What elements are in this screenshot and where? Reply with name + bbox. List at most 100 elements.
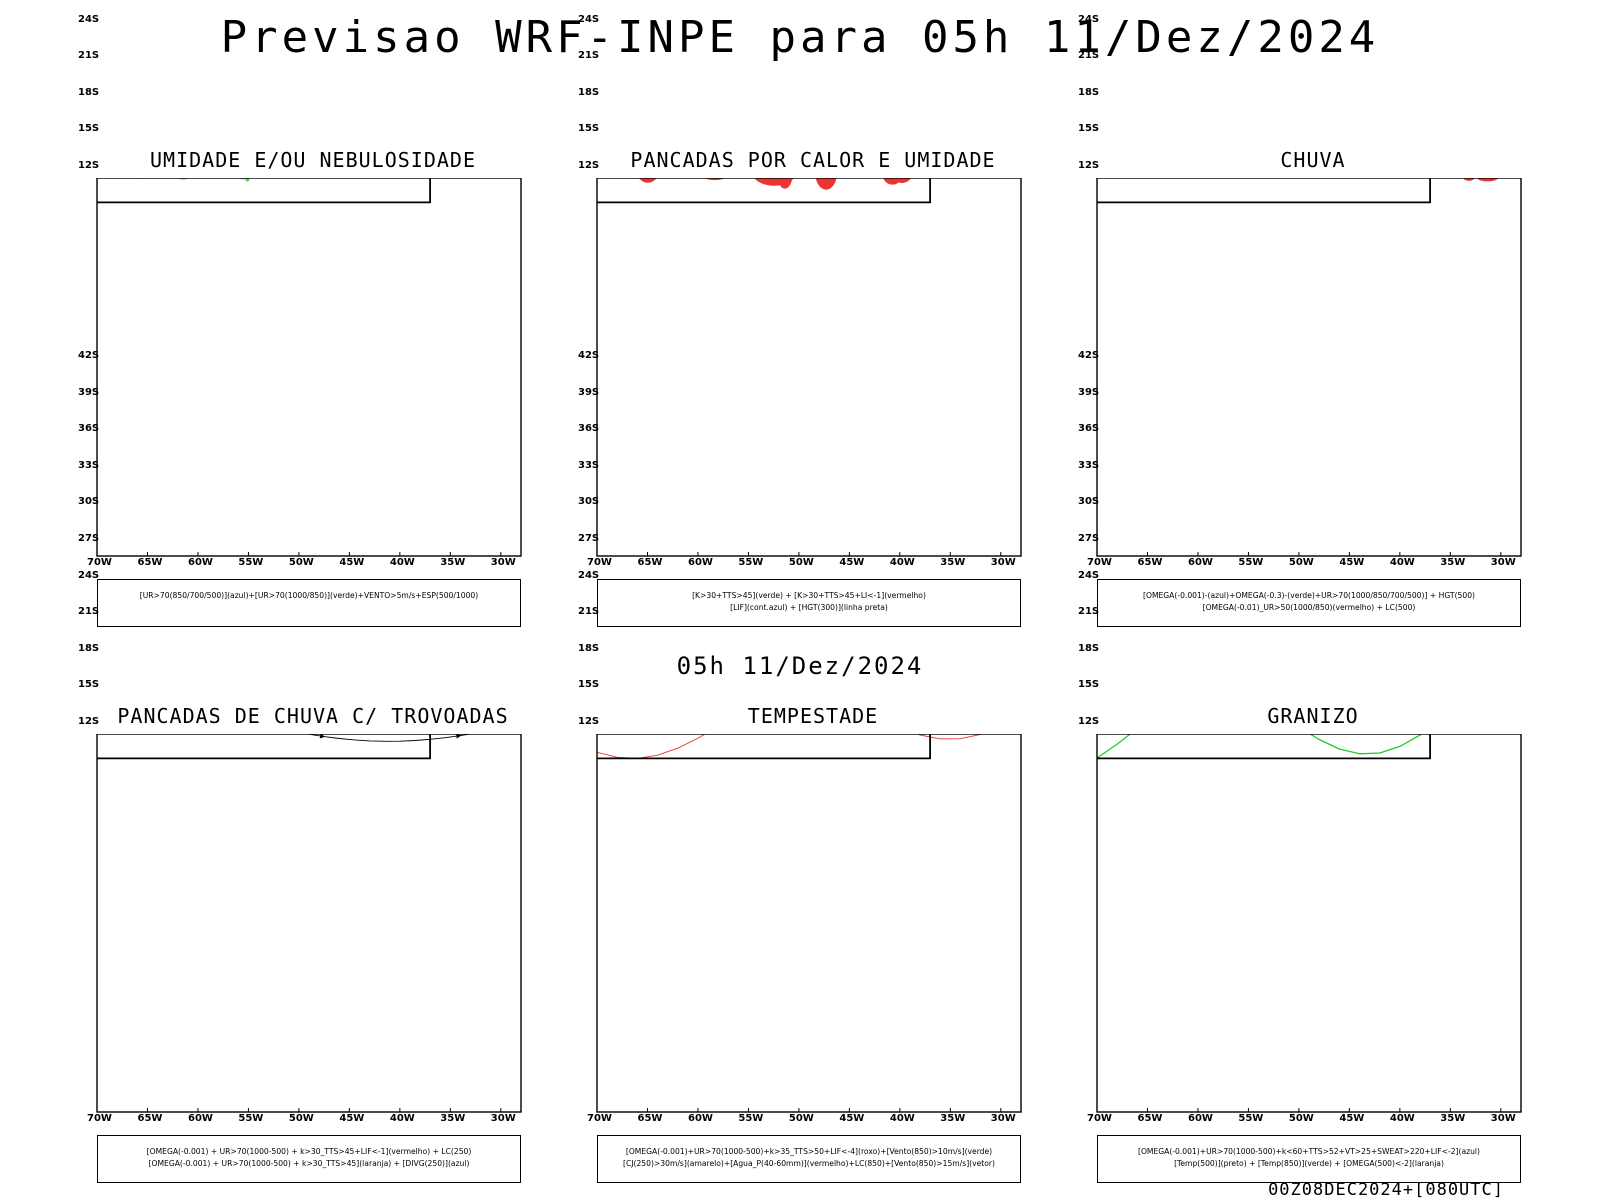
- lat-tick-label: 21S: [1078, 606, 1100, 618]
- panel-title: CHUVA: [1280, 148, 1346, 172]
- field-patch: [638, 178, 657, 183]
- main-title: Previsao WRF-INPE para 05h 11/Dez/2024: [220, 12, 1380, 63]
- lat-tick-label: 12S: [78, 159, 100, 171]
- lon-tick-label: 65W: [137, 1113, 163, 1124]
- map-layer: 1008100810121012101610161012100857657957…: [97, 178, 521, 556]
- lon-tick-label: 50W: [1288, 557, 1314, 568]
- lon-tick-label: 60W: [188, 557, 213, 568]
- lat-tick-label: 21S: [78, 606, 100, 618]
- lat-tick-label: 15S: [1078, 679, 1100, 691]
- lat-tick-label: 24S: [578, 569, 600, 581]
- lat-tick-label: 36S: [78, 423, 100, 435]
- field-patch: [245, 178, 250, 182]
- water-contours: [597, 734, 983, 759]
- map-background: [597, 178, 1021, 556]
- lon-tick-label: 70W: [87, 557, 112, 568]
- map-background: [97, 178, 521, 556]
- lon-tick-label: 45W: [839, 1113, 865, 1124]
- map-layer: -6-9-12-12-15-15-18-18-21-12-15-18: [1097, 734, 1521, 1112]
- lon-tick-label: 70W: [1087, 557, 1112, 568]
- lon-tick-label: 65W: [637, 557, 663, 568]
- lat-tick-label: 21S: [78, 50, 100, 62]
- lon-tick-label: 65W: [1137, 557, 1163, 568]
- lat-tick-label: 27S: [578, 532, 600, 544]
- lat-tick-label: 15S: [578, 679, 600, 691]
- lon-tick-label: 60W: [1188, 1113, 1213, 1124]
- lon-tick-label: 45W: [1339, 557, 1365, 568]
- lat-tick-label: 39S: [1078, 386, 1100, 398]
- lat-tick-label: 33S: [1078, 459, 1100, 471]
- field-patch: [815, 178, 837, 190]
- lat-tick-label: 12S: [578, 159, 600, 171]
- contour-line: [597, 734, 983, 759]
- panel-title: UMIDADE E/OU NEBULOSIDADE: [149, 148, 477, 172]
- map-layer: 5825795795765735705675645615585675735765…: [1097, 178, 1521, 556]
- lon-tick-label: 40W: [1389, 557, 1415, 568]
- lat-tick-label: 39S: [578, 386, 600, 398]
- lat-tick-label: 24S: [578, 13, 600, 25]
- lon-tick-label: 35W: [940, 1113, 966, 1124]
- lon-tick-label: 60W: [188, 1113, 213, 1124]
- legend-box: [OMEGA(-0.001)-(azul)+OMEGA(-0.3)-(verde…: [1097, 579, 1521, 627]
- legend-line: [OMEGA(-0.001)+UR>70(1000-500)+k>35_TTS>…: [625, 1147, 993, 1156]
- lon-tick-label: 65W: [137, 557, 163, 568]
- lon-tick-label: 30W: [490, 1113, 516, 1124]
- lon-tick-label: 60W: [688, 557, 713, 568]
- lat-tick-label: 36S: [578, 423, 600, 435]
- lat-tick-label: 30S: [1078, 496, 1100, 508]
- lon-tick-label: 55W: [1238, 1113, 1264, 1124]
- legend-line: [OMEGA(-0.001)+UR>70(1000-500)+k<60+TTS>…: [1137, 1147, 1480, 1156]
- lon-tick-label: 30W: [490, 557, 516, 568]
- map-frame: [596, 734, 1022, 1113]
- lat-tick-label: 36S: [1078, 423, 1100, 435]
- map-layer: 4040406040604060: [597, 734, 1021, 1112]
- humidity-lower-field: [245, 178, 250, 182]
- legend-line: [OMEGA(-0.001) + UR>70(1000-500) + k>30_…: [148, 1159, 470, 1168]
- lat-tick-label: 30S: [578, 496, 600, 508]
- arrow-icon: [319, 734, 326, 739]
- lon-tick-label: 45W: [339, 557, 365, 568]
- lat-tick-label: 18S: [1078, 642, 1100, 654]
- run-stamp: 00Z08DEC2024+[080UTC]: [1268, 1180, 1504, 1200]
- lon-tick-label: 30W: [990, 1113, 1016, 1124]
- panel-chuva: CHUVA 5825795795765735705675645615585675…: [1078, 14, 1548, 628]
- lat-tick-label: 12S: [78, 715, 100, 727]
- lon-tick-label: 55W: [738, 1113, 764, 1124]
- lat-tick-label: 21S: [578, 50, 600, 62]
- lat-tick-label: 15S: [578, 123, 600, 135]
- legend-line: [CJ(250)>30m/s](amarelo)+[Agua_P(40-60mm…: [623, 1159, 995, 1168]
- panel-title: PANCADAS DE CHUVA C/ TROVOADAS: [117, 704, 509, 728]
- panel-title: GRANIZO: [1267, 704, 1359, 728]
- lat-tick-label: 42S: [1078, 350, 1100, 361]
- panel-pancadas-calor: PANCADAS POR CALOR E UMIDADE 96009600960…: [578, 14, 1048, 628]
- lat-tick-label: 24S: [78, 13, 100, 25]
- map-frame: [1096, 178, 1522, 557]
- lon-tick-label: 40W: [889, 557, 915, 568]
- lon-tick-label: 35W: [1440, 1113, 1466, 1124]
- lon-tick-label: 30W: [1490, 1113, 1516, 1124]
- lon-tick-label: 35W: [440, 1113, 466, 1124]
- panel-title: PANCADAS POR CALOR E UMIDADE: [630, 148, 996, 172]
- legend-line: [K>30+TTS>45](verde) + [K>30+TTS>45+LI<-…: [692, 591, 926, 600]
- lon-tick-label: 70W: [87, 1113, 112, 1124]
- map-layer: 9600960096009600952094409360928092009120…: [597, 178, 1021, 556]
- legend-box: [UR>70(850/700/500)](azul)+[UR>70(1000/8…: [97, 579, 521, 627]
- legend-box: [OMEGA(-0.001)+UR>70(1000-500)+k<60+TTS>…: [1097, 1135, 1521, 1183]
- field-patch: [754, 178, 795, 186]
- lon-tick-label: 50W: [1288, 1113, 1314, 1124]
- lon-tick-label: 35W: [440, 557, 466, 568]
- map-frame: [96, 734, 522, 1113]
- lon-tick-label: 30W: [1490, 557, 1516, 568]
- lat-tick-label: 39S: [78, 386, 100, 398]
- lon-tick-label: 40W: [889, 1113, 915, 1124]
- lon-tick-label: 45W: [339, 1113, 365, 1124]
- lon-tick-label: 50W: [788, 1113, 814, 1124]
- lon-tick-label: 65W: [1137, 1113, 1163, 1124]
- panel-granizo: GRANIZO -6-9-12-12-15-15-18-18-21-12-15-…: [1078, 350, 1548, 1184]
- lat-tick-label: 18S: [578, 642, 600, 654]
- map-area: 12S 15S 18S 21S 24S 27S 30S 33S 36S 39S 42S 70W 65W 6…: [78, 350, 548, 1134]
- lon-tick-label: 70W: [1087, 1113, 1112, 1124]
- field-patch: [1476, 178, 1499, 182]
- lon-tick-label: 50W: [788, 557, 814, 568]
- panel-umidade: UMIDADE E/OU NEBULOSIDADE 10081008101210…: [78, 14, 548, 628]
